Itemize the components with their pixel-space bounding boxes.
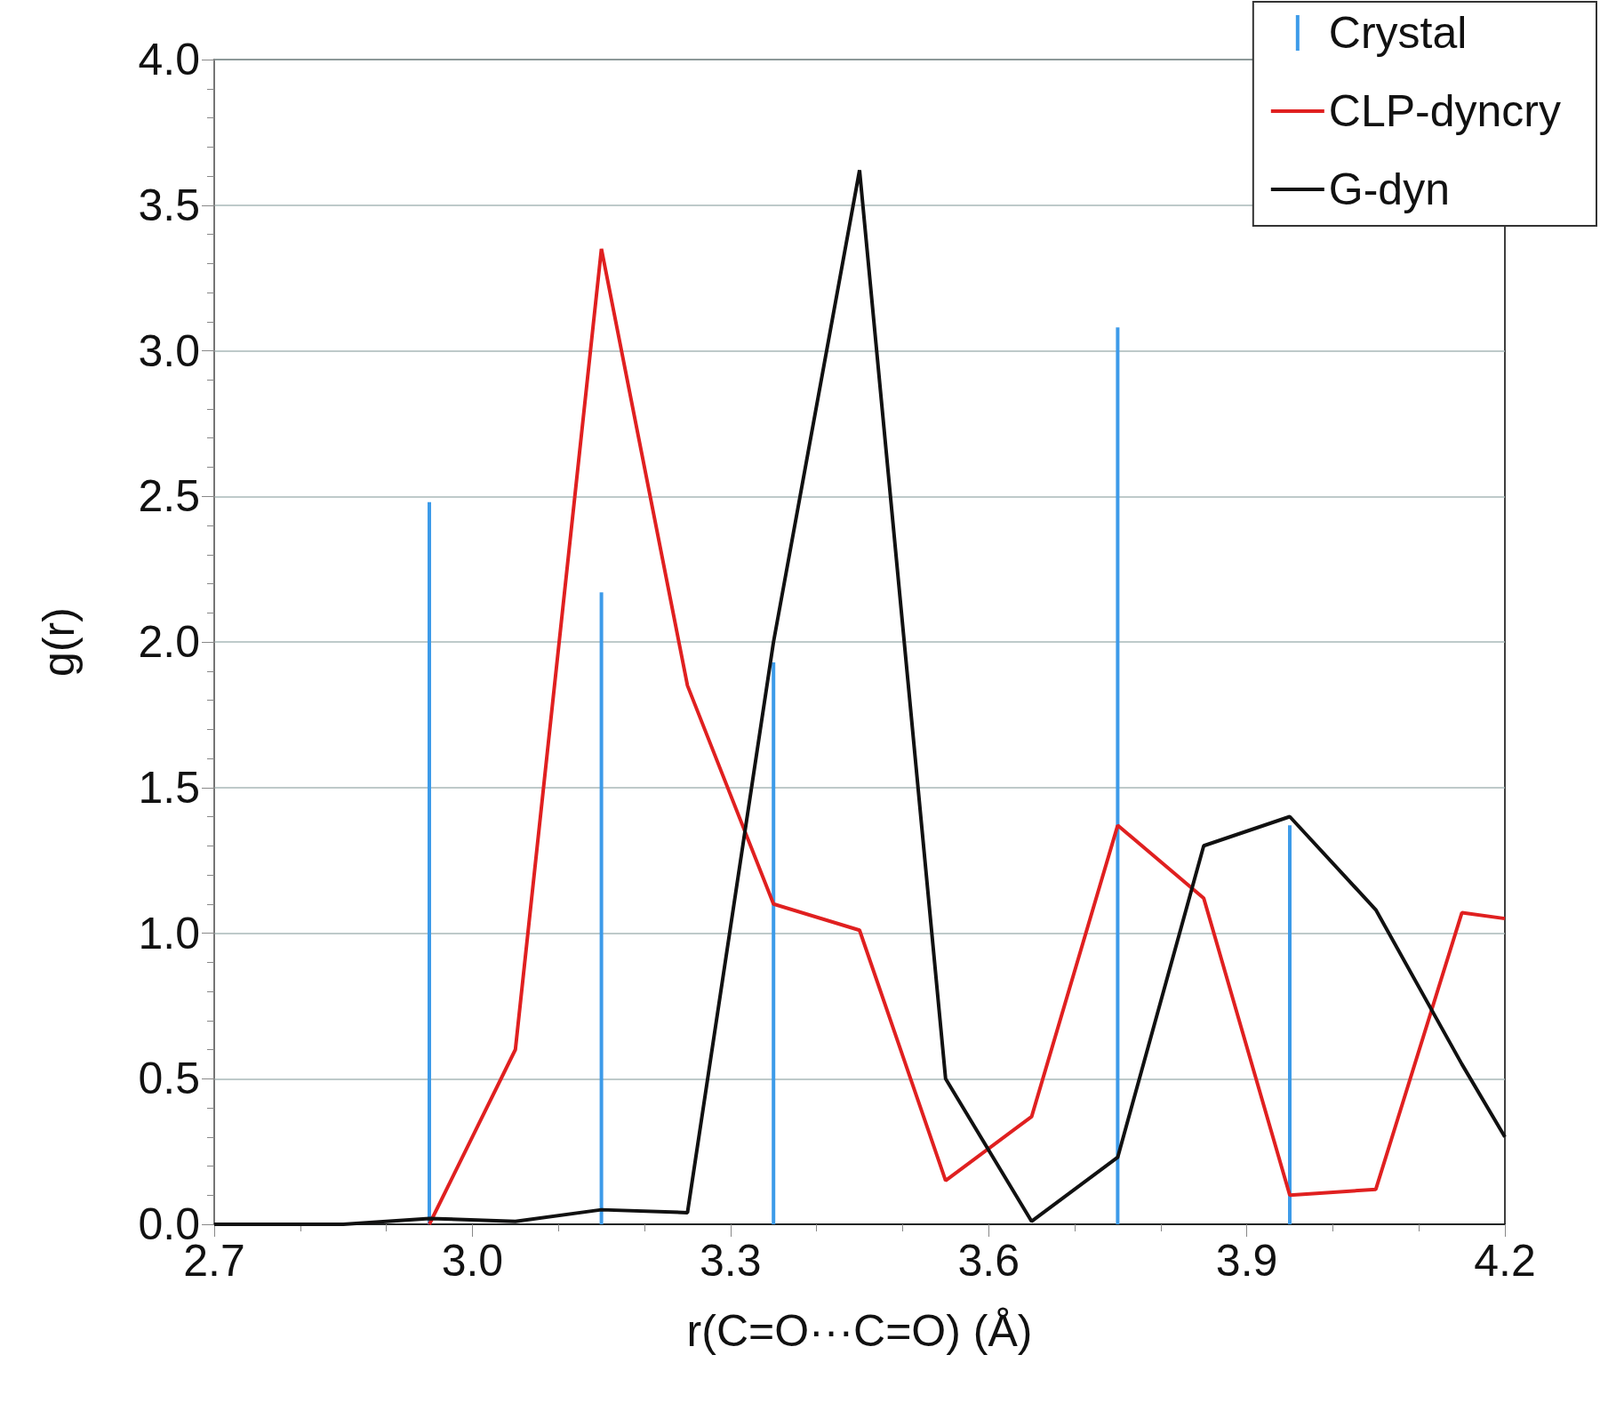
svg-text:3.0: 3.0 xyxy=(137,326,200,376)
svg-text:1.5: 1.5 xyxy=(137,762,200,813)
svg-text:CLP-dyncry: CLP-dyncry xyxy=(1328,86,1561,136)
svg-text:r(C=O···C=O) (Å): r(C=O···C=O) (Å) xyxy=(687,1305,1033,1356)
svg-text:Crystal: Crystal xyxy=(1328,8,1468,58)
svg-text:3.0: 3.0 xyxy=(441,1235,504,1286)
svg-text:3.3: 3.3 xyxy=(699,1235,762,1286)
svg-text:2.7: 2.7 xyxy=(183,1235,246,1286)
svg-text:4.2: 4.2 xyxy=(1473,1235,1536,1286)
svg-text:4.0: 4.0 xyxy=(137,34,200,85)
svg-text:G-dyn: G-dyn xyxy=(1328,164,1450,215)
svg-text:0.0: 0.0 xyxy=(138,1199,200,1249)
svg-text:g(r): g(r) xyxy=(33,607,84,677)
svg-text:1.0: 1.0 xyxy=(137,908,200,959)
svg-text:3.5: 3.5 xyxy=(137,180,200,231)
svg-text:3.9: 3.9 xyxy=(1216,1235,1279,1286)
svg-text:3.6: 3.6 xyxy=(957,1235,1020,1286)
svg-text:2.5: 2.5 xyxy=(137,471,200,521)
svg-text:2.0: 2.0 xyxy=(137,616,200,667)
svg-text:0.5: 0.5 xyxy=(137,1053,200,1104)
